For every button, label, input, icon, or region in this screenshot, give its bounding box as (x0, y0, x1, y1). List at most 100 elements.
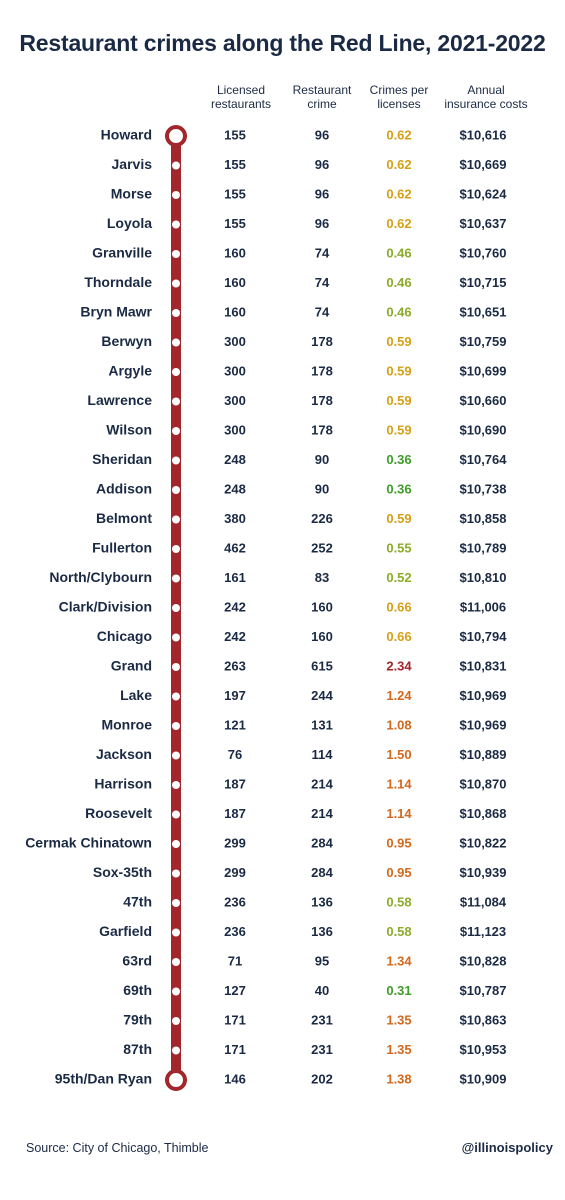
ratio-value: 0.66 (386, 629, 411, 644)
crime-value: 244 (311, 688, 333, 703)
station-name: Addison (96, 481, 152, 497)
licensed-value: 300 (224, 334, 246, 349)
station-marker (172, 840, 180, 848)
licensed-value: 71 (228, 953, 242, 968)
ratio-value: 1.35 (386, 1012, 411, 1027)
licensed-value: 155 (224, 186, 246, 201)
column-header-crime-line1: Restaurant (292, 83, 352, 97)
insurance-value: $10,759 (460, 334, 507, 349)
licensed-value: 187 (224, 776, 246, 791)
licensed-value: 127 (224, 983, 246, 998)
licensed-value: 76 (228, 747, 242, 762)
insurance-value: $10,810 (460, 570, 507, 585)
crime-value: 90 (315, 481, 329, 496)
ratio-value: 0.95 (386, 835, 411, 850)
ratio-value: 1.35 (386, 1042, 411, 1057)
station-marker (172, 869, 180, 878)
licensed-value: 155 (224, 157, 246, 172)
station-marker (172, 161, 180, 170)
ratio-value: 2.34 (386, 658, 412, 673)
insurance-value: $10,868 (460, 806, 507, 821)
ratio-value: 0.36 (386, 481, 411, 496)
ratio-value: 0.59 (386, 334, 411, 349)
licensed-value: 187 (224, 806, 246, 821)
station-marker (172, 1046, 180, 1055)
ratio-value: 0.58 (386, 894, 411, 909)
licensed-value: 300 (224, 363, 246, 378)
crime-value: 284 (311, 865, 333, 880)
insurance-value: $10,651 (460, 304, 507, 319)
crime-value: 96 (315, 186, 329, 201)
insurance-value: $10,760 (460, 245, 507, 260)
station-name: Berwyn (101, 333, 152, 349)
station-marker (172, 515, 180, 524)
station-name: Howard (101, 127, 152, 143)
crime-value: 131 (311, 717, 333, 732)
crime-value: 226 (311, 511, 333, 526)
crime-value: 160 (311, 599, 333, 614)
column-header-ratio: Crimes per licenses (356, 83, 442, 111)
licensed-value: 299 (224, 835, 246, 850)
column-header-crime-line2: crime (307, 97, 337, 111)
station-marker (172, 368, 180, 376)
station-marker (172, 397, 180, 406)
crime-value: 178 (311, 393, 333, 408)
licensed-value: 146 (224, 1071, 246, 1086)
station-marker (172, 987, 180, 996)
column-header-insurance-line2: insurance costs (444, 97, 528, 111)
station-name: 69th (123, 982, 152, 998)
station-name: 47th (123, 894, 152, 910)
crime-value: 96 (315, 216, 329, 231)
station-name: 79th (123, 1012, 152, 1028)
station-name: Grand (111, 658, 152, 674)
crime-value: 136 (311, 894, 333, 909)
column-header-crime: Restaurant crime (279, 83, 365, 111)
station-name: Granville (92, 245, 152, 261)
crime-value: 231 (311, 1042, 333, 1057)
ratio-value: 0.59 (386, 393, 411, 408)
licensed-value: 236 (224, 924, 246, 939)
ratio-value: 1.24 (386, 688, 412, 703)
insurance-value: $10,715 (460, 275, 507, 290)
crime-value: 615 (311, 658, 333, 673)
ratio-value: 0.46 (386, 275, 411, 290)
insurance-value: $10,953 (460, 1042, 507, 1057)
ratio-value: 0.52 (386, 570, 411, 585)
licensed-value: 300 (224, 393, 246, 408)
crime-value: 178 (311, 422, 333, 437)
station-name: Cermak Chinatown (25, 835, 152, 851)
ratio-value: 0.59 (386, 363, 411, 378)
station-name: Clark/Division (59, 599, 152, 615)
insurance-value: $10,637 (460, 216, 507, 231)
insurance-value: $10,794 (460, 629, 508, 644)
licensed-value: 160 (224, 275, 246, 290)
licensed-value: 380 (224, 511, 246, 526)
ratio-value: 1.14 (386, 776, 412, 791)
station-marker (172, 810, 180, 819)
insurance-value: $10,764 (460, 452, 508, 467)
crime-value: 74 (315, 245, 330, 260)
crime-value: 160 (311, 629, 333, 644)
insurance-value: $10,822 (460, 835, 507, 850)
station-marker (172, 309, 180, 317)
crime-value: 90 (315, 452, 329, 467)
crime-value: 95 (315, 953, 329, 968)
ratio-value: 0.62 (386, 186, 411, 201)
ratio-value: 1.08 (386, 717, 411, 732)
insurance-value: $10,909 (460, 1071, 507, 1086)
licensed-value: 236 (224, 894, 246, 909)
licensed-value: 242 (224, 629, 246, 644)
source-note: Source: City of Chicago, Thimble (26, 1141, 209, 1155)
terminal-station-marker (165, 1069, 187, 1091)
station-name: North/Clybourn (49, 569, 152, 585)
insurance-value: $10,699 (460, 363, 507, 378)
station-name: Wilson (106, 422, 152, 438)
ratio-value: 0.62 (386, 127, 411, 142)
station-marker (172, 928, 180, 937)
insurance-value: $10,863 (460, 1012, 507, 1027)
crime-value: 214 (311, 806, 333, 821)
crime-value: 178 (311, 363, 333, 378)
licensed-value: 242 (224, 599, 246, 614)
station-name: Sheridan (92, 451, 152, 467)
station-marker (172, 545, 180, 553)
